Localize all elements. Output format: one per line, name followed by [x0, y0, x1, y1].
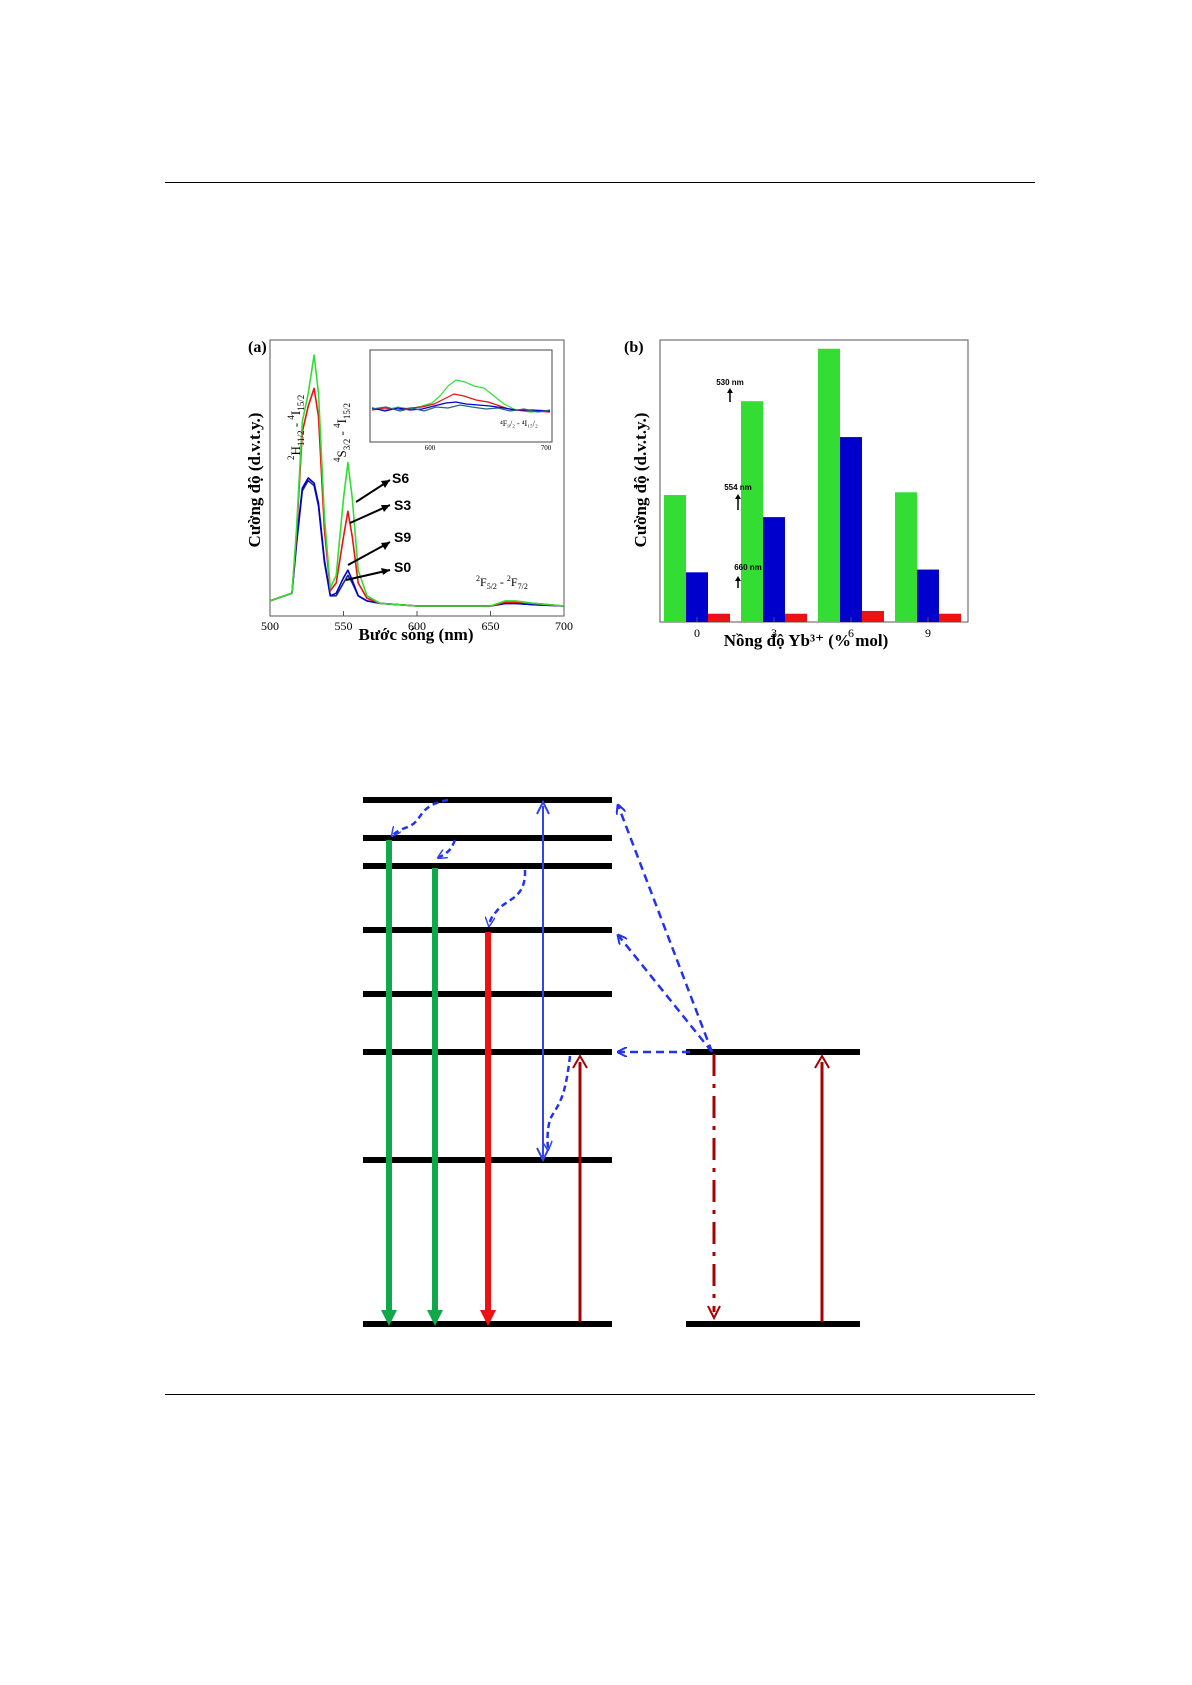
- excitation-arrows: [536, 799, 830, 1322]
- panel-b-plot-frame: [659, 339, 969, 623]
- bar-blue-0: [686, 572, 708, 622]
- bar-red-3: [785, 613, 807, 622]
- bar-blue-9: [917, 569, 939, 622]
- inset-transition-label: ⁴F₉/₂ - ⁴I₁₅/₂: [500, 419, 538, 428]
- inset-plot: 600 700 ⁴F₉/₂ - ⁴I₁₅/₂: [369, 349, 553, 452]
- bar-red-0: [708, 613, 730, 622]
- label-s6: S6: [392, 470, 409, 486]
- nonradiative-relaxations: [392, 798, 572, 1150]
- relax-curve-1: [392, 798, 449, 836]
- transfer-arrow-2: [618, 935, 713, 1053]
- panel-b-xtick-label: 3: [771, 626, 777, 640]
- sample-pointers: S6 S3 S9 S0: [345, 470, 411, 581]
- annotation-660nm: 660 nm: [734, 563, 762, 572]
- bar-green-6: [818, 348, 840, 622]
- inset-series-s0: [371, 404, 551, 413]
- label-s0: S0: [394, 559, 411, 575]
- panel-b-y-axis-label: Cường độ (d.v.t.y.): [631, 413, 650, 548]
- inset-series-s9: [371, 401, 551, 412]
- panel-a-spectrum-chart: (a) 500 550 600 650 700 Bước sóng (nm) Cường…: [245, 339, 573, 644]
- energy-transfer-arrows: [618, 805, 714, 1053]
- panel-a-y-axis-label: Cường độ (d.v.t.y.): [245, 413, 264, 548]
- bar-green-3: [741, 401, 763, 622]
- wavelength-annotations: 530 nm 554 nm 660 nm: [716, 378, 762, 588]
- panel-b-xtick-label: 6: [848, 626, 854, 640]
- bar-blue-3: [763, 517, 785, 622]
- annotation-554nm: 554 nm: [724, 483, 752, 492]
- panel-a-series: [269, 354, 565, 607]
- panel-b-x-axis-label: Nồng độ Yb³⁺ (% mol): [724, 631, 889, 650]
- annotation-2f52-2f72: 2F5/2 - 2F7/2: [476, 574, 528, 591]
- footer-rule: [165, 1394, 1035, 1395]
- annotation-4s32-4i15: 4S3/2 - 4I15/2: [332, 403, 352, 462]
- inset-xtick-600: 600: [425, 444, 436, 452]
- label-s3: S3: [394, 497, 411, 513]
- panel-b-x-ticks: 0 3 6 9: [694, 617, 931, 640]
- header-rule: [165, 182, 1035, 183]
- annotation-530nm: 530 nm: [716, 378, 744, 387]
- bar-red-9: [939, 613, 961, 622]
- panel-a-xtick-label: 650: [482, 619, 500, 633]
- panel-b-bars: [664, 348, 961, 622]
- panel-a-xtick-label: 600: [408, 619, 426, 633]
- panel-a-x-ticks: 500 550 600 650 700: [261, 611, 573, 633]
- yb-energy-levels: [686, 1049, 860, 1327]
- relax-curve-3: [489, 869, 527, 926]
- panel-a-xtick-label: 550: [335, 619, 353, 633]
- bar-green-0: [664, 495, 686, 622]
- panel-b-bar-chart: (b) 0 3 6 9 Nồng độ Yb³⁺ (% mol) Cường độ (…: [624, 339, 969, 650]
- panel-a-xtick-label: 500: [261, 619, 279, 633]
- relax-curve-4: [548, 1055, 572, 1150]
- bar-red-6: [862, 610, 884, 622]
- emission-arrows: [381, 840, 496, 1326]
- label-s9: S9: [394, 529, 411, 545]
- transfer-arrow-1: [618, 805, 714, 1053]
- panel-a-xtick-label: 700: [555, 619, 573, 633]
- bar-blue-6: [840, 437, 862, 622]
- relax-curve-2: [438, 839, 457, 858]
- annotation-2h11-4i15: 2H11/2 - 4I15/2: [286, 395, 306, 460]
- panel-b-xtick-label: 0: [694, 626, 700, 640]
- panel-a-label: (a): [248, 339, 267, 356]
- panel-a-x-axis-label: Bước sóng (nm): [358, 625, 473, 644]
- inset-xtick-700: 700: [541, 444, 552, 452]
- bar-green-9: [895, 492, 917, 622]
- series-line-s6: [269, 354, 565, 607]
- panel-b-xtick-label: 9: [925, 626, 931, 640]
- panel-b-label: (b): [624, 339, 644, 356]
